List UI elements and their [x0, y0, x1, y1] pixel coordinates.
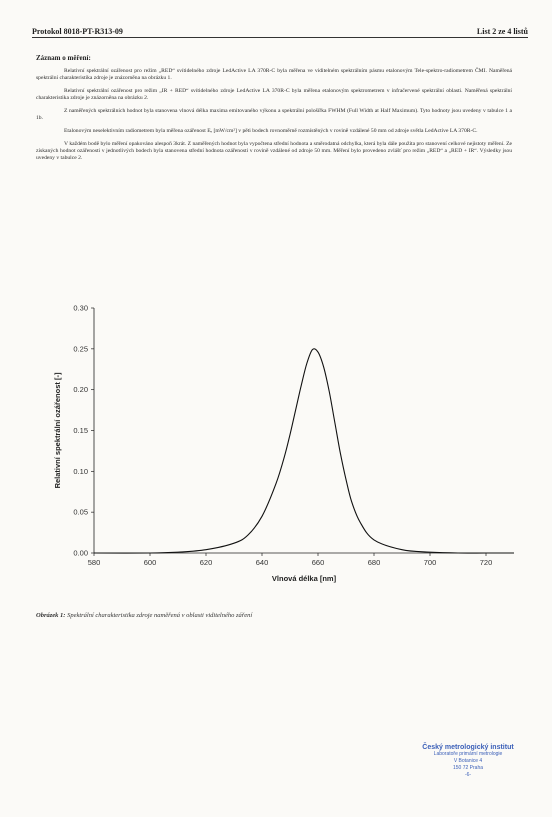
- x-tick-label: 680: [368, 558, 381, 567]
- y-axis-title: Relativní spektrální ozářenost [-]: [53, 372, 62, 488]
- stamp-line: -6-: [464, 772, 472, 778]
- stamp-line: 150 72 Praha: [452, 765, 484, 771]
- paragraph-3: Z naměřených spektrálních hodnot byla st…: [36, 108, 512, 121]
- paragraph-1: Relativní spektrální ozářenost pro režim…: [36, 68, 512, 81]
- spectral-curve: [93, 348, 514, 554]
- institute-stamp: Český metrologický institut Laboratoře p…: [413, 744, 523, 779]
- x-axis-title: Vlnová délka [nm]: [272, 574, 337, 583]
- y-tick-label: 0.25: [73, 344, 88, 353]
- caption-text: Spektrální charakteristika zdroje naměře…: [67, 612, 253, 619]
- y-tick-label: 0.05: [73, 508, 88, 517]
- paragraph-5: V každém bodě bylo měření opakováno ales…: [36, 141, 512, 161]
- x-tick-label: 580: [88, 558, 101, 567]
- x-tick-label: 600: [144, 558, 157, 567]
- y-tick-label: 0.15: [73, 426, 88, 435]
- stamp-title: Český metrologický institut: [422, 744, 514, 751]
- x-tick-label: 700: [424, 558, 437, 567]
- stamp-line: Laboratoře primární metrologie: [433, 751, 503, 757]
- y-tick-label: 0.00: [73, 549, 88, 558]
- page-number: List 2 ze 4 listů: [476, 27, 528, 36]
- header-rule: [32, 37, 528, 38]
- protocol-number: Protokol 8018-PT-R313-09: [32, 27, 123, 36]
- caption-label: Obrázek 1:: [36, 612, 66, 619]
- paragraph-4: Etalonovým neselektivním radiometrem byl…: [64, 128, 478, 134]
- figure-caption: Obrázek 1: Spektrální charakteristika zd…: [36, 612, 252, 619]
- page-header: Protokol 8018-PT-R313-09 List 2 ze 4 lis…: [32, 22, 528, 36]
- paragraph-2: Relativní spektrální ozářenost pro režim…: [36, 88, 512, 101]
- section-title: Záznam o měření:: [36, 54, 91, 62]
- x-tick-label: 720: [480, 558, 493, 567]
- stamp-line: V Botanice 4: [453, 758, 483, 764]
- x-tick-label: 660: [312, 558, 325, 567]
- y-tick-label: 0.10: [73, 467, 88, 476]
- x-tick-label: 620: [200, 558, 213, 567]
- body-text: Relativní spektrální ozářenost pro režim…: [36, 68, 512, 168]
- y-tick-label: 0.30: [73, 304, 88, 313]
- y-tick-label: 0.20: [73, 385, 88, 394]
- x-tick-label: 640: [256, 558, 269, 567]
